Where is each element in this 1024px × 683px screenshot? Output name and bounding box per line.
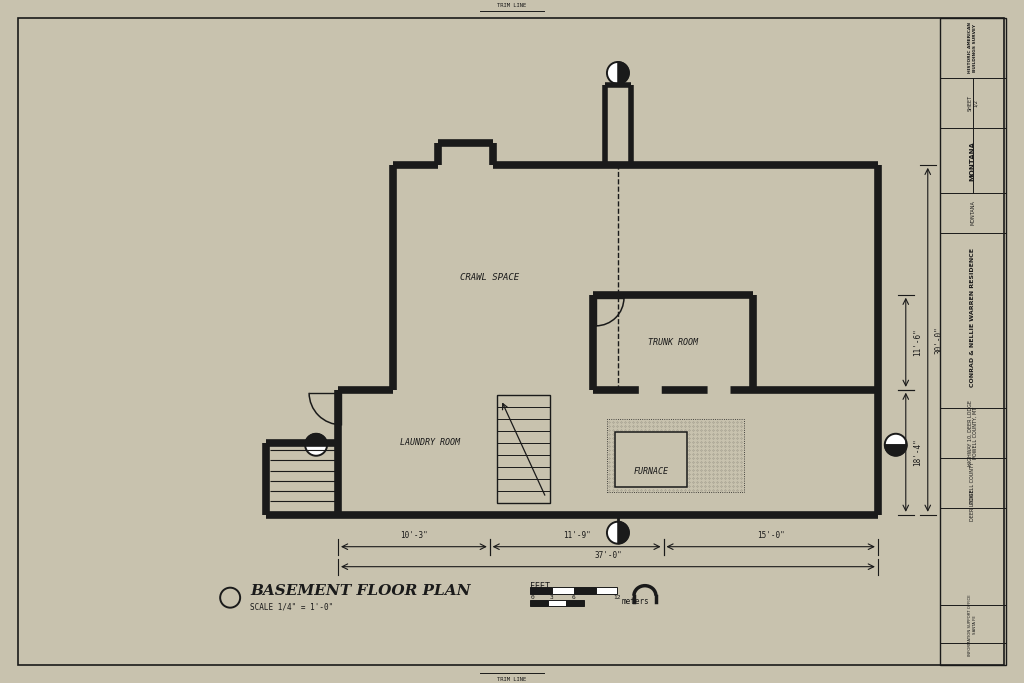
Text: 3: 3 (550, 595, 554, 600)
Circle shape (607, 62, 629, 84)
Text: TRUNK ROOM: TRUNK ROOM (648, 338, 698, 347)
Circle shape (607, 522, 629, 544)
Bar (615, 432, 687, 487)
Bar (596, 587, 616, 594)
Text: 15'-0": 15'-0" (757, 531, 784, 540)
Circle shape (305, 434, 327, 456)
Text: FEET: FEET (530, 582, 550, 591)
Text: 37'-0": 37'-0" (594, 550, 622, 559)
Bar (548, 600, 566, 606)
Text: TRIM LINE: TRIM LINE (498, 677, 526, 682)
Text: HIGHWAY 10, DEER LODGE
POWELL COUNTY, MT: HIGHWAY 10, DEER LODGE POWELL COUNTY, MT (968, 400, 978, 466)
Wedge shape (617, 522, 629, 544)
Text: LAUNDRY ROOM: LAUNDRY ROOM (400, 438, 460, 447)
Text: 11'-6": 11'-6" (912, 329, 922, 356)
Text: 10'-3": 10'-3" (400, 531, 428, 540)
Text: 0: 0 (531, 595, 535, 600)
Bar (574, 587, 596, 594)
Text: CONRAD & NELLIE WARREN RESIDENCE: CONRAD & NELLIE WARREN RESIDENCE (971, 249, 975, 387)
Bar (566, 600, 584, 606)
Bar (607, 419, 743, 492)
Text: SHEET
1/2: SHEET 1/2 (968, 95, 978, 111)
Text: 18'-4": 18'-4" (912, 438, 922, 466)
Bar (497, 395, 550, 503)
Bar (940, 18, 1006, 665)
Text: meters: meters (622, 597, 649, 607)
Text: TRIM LINE: TRIM LINE (498, 3, 526, 8)
Circle shape (885, 434, 907, 456)
Text: MONTANA: MONTANA (971, 200, 975, 225)
Text: POWELL COUNTY: POWELL COUNTY (971, 462, 975, 504)
Text: DEER LODGE: DEER LODGE (971, 489, 975, 520)
Text: 6: 6 (572, 595, 575, 600)
Bar (530, 600, 548, 606)
Text: 11'-9": 11'-9" (563, 531, 591, 540)
Wedge shape (305, 434, 327, 445)
Text: 30'-0": 30'-0" (935, 326, 944, 354)
Text: MONTANA: MONTANA (970, 141, 976, 181)
Wedge shape (617, 62, 629, 84)
Wedge shape (885, 445, 907, 456)
Text: SCALE 1/4" = 1'-0": SCALE 1/4" = 1'-0" (250, 602, 334, 611)
Text: INFORMATION SUPPORT OFFICE
SANTA FE: INFORMATION SUPPORT OFFICE SANTA FE (969, 594, 977, 656)
Bar (530, 587, 552, 594)
Text: HISTORIC AMERICAN
BUILDINGS SURVEY: HISTORIC AMERICAN BUILDINGS SURVEY (969, 23, 977, 74)
Text: 12: 12 (613, 595, 621, 600)
Text: CRAWL SPACE: CRAWL SPACE (461, 273, 519, 282)
Bar (552, 587, 574, 594)
Text: BASEMENT FLOOR PLAN: BASEMENT FLOOR PLAN (250, 584, 471, 598)
Text: FURNACE: FURNACE (634, 466, 669, 476)
